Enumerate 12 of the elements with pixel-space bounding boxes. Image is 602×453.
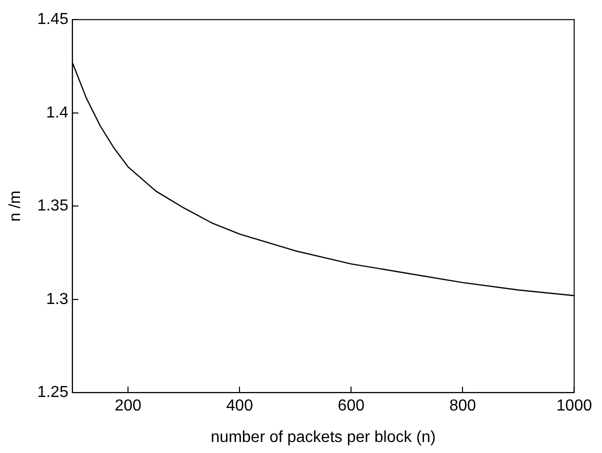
x-tick-label: 1000 [556,398,592,415]
x-tick-label: 400 [226,398,254,415]
x-tick-label: 600 [338,398,365,415]
y-tick-label: 1.25 [37,384,68,402]
y-tick-label: 1.4 [46,104,68,122]
y-tick-label: 1.35 [37,198,68,215]
x-tick-label: 200 [114,398,142,415]
y-axis-title: n /m [7,190,24,222]
y-tick-label: 1.45 [37,11,68,28]
x-axis-title: number of packets per block (n) [210,428,436,446]
x-tick-label: 800 [449,398,476,415]
y-tick-label: 1.3 [46,290,68,308]
